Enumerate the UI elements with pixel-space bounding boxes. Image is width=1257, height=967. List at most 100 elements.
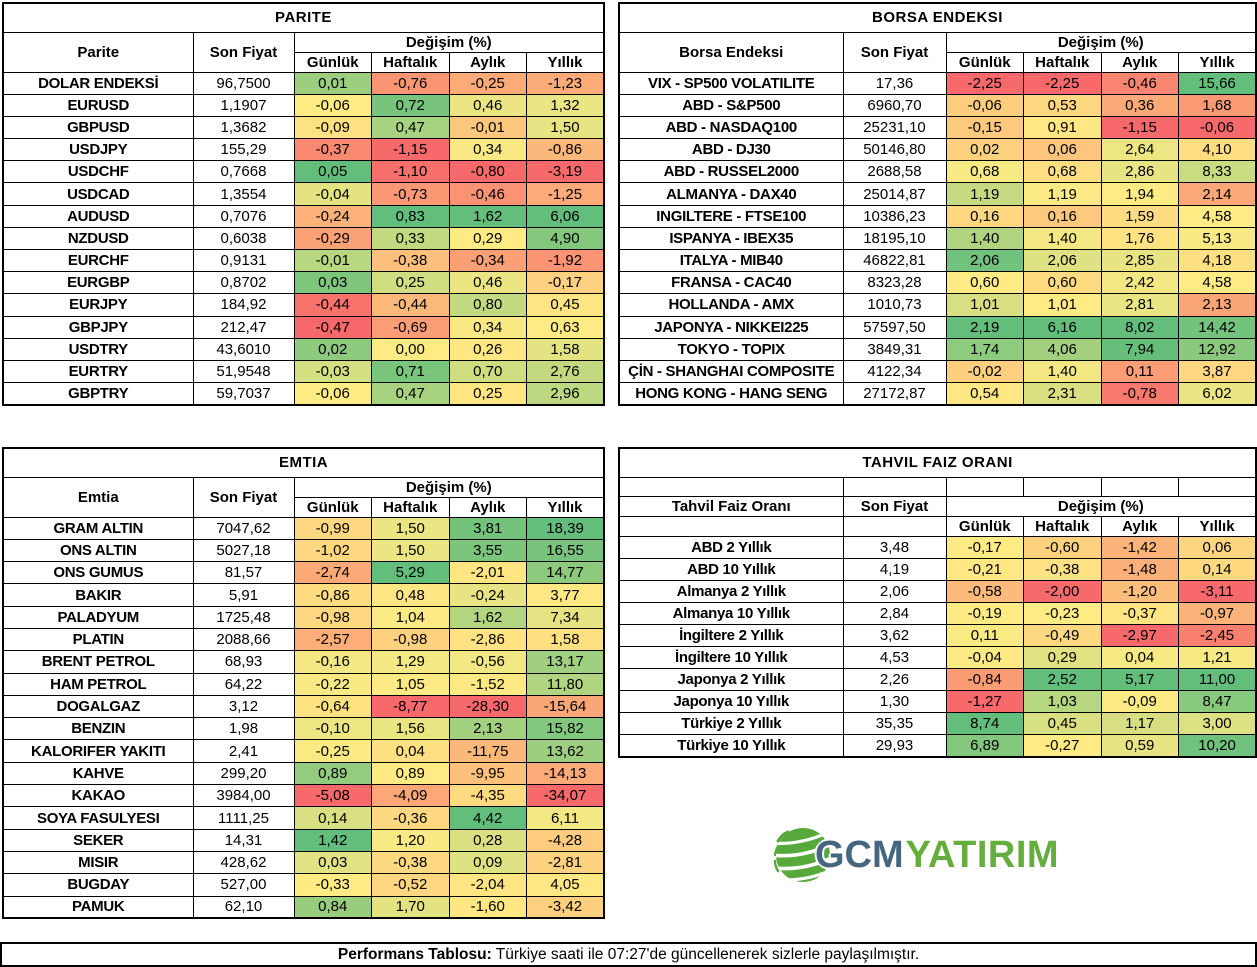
table-row: EURUSD 1,1907 -0,06 0,72 0,46 1,32: [2, 93, 605, 117]
table-row: USDCAD 1,3554 -0,04 -0,73 -0,46 -1,25: [2, 182, 605, 206]
change-cell: 0,33: [371, 226, 450, 251]
change-cell: 1,17: [1100, 712, 1179, 735]
change-cell: 4,90: [526, 226, 605, 251]
change-cell: -4,09: [371, 784, 450, 808]
change-cell: 6,02: [1178, 382, 1257, 406]
change-cell: -2,81: [526, 850, 605, 875]
instrument-name: JAPONYA - NIKKEI225: [618, 315, 844, 339]
spacer-cell: [842, 516, 947, 537]
change-cell: 4,05: [526, 873, 605, 897]
change-cell: 15,82: [526, 717, 605, 741]
table-row: Almanya 2 Yıllık 2,06 -0,58 -2,00 -1,20 -3,11: [618, 580, 1257, 603]
change-cell: -0,21: [945, 558, 1024, 581]
instrument-name: İngiltere 10 Yıllık: [618, 646, 844, 669]
change-cell: -0,97: [1178, 602, 1257, 625]
change-cell: 1,74: [945, 337, 1024, 361]
change-cell: 0,11: [945, 624, 1024, 647]
change-cell: 11,80: [526, 672, 605, 696]
change-cell: 1,59: [1100, 204, 1179, 228]
change-cell: 16,55: [526, 538, 605, 563]
emtia-period-weekly: Haftalık: [371, 496, 450, 518]
change-cell: 3,00: [1178, 712, 1257, 735]
change-cell: -0,10: [293, 717, 372, 741]
last-price-cell: 25014,87: [842, 182, 947, 206]
last-price-cell: 299,20: [192, 761, 295, 786]
table-row: BRENT PETROL 68,93 -0,16 1,29 -0,56 13,17: [2, 650, 605, 674]
table-row: PAMUK 62,10 0,84 1,70 -1,60 -3,42: [2, 895, 605, 919]
change-cell: -0,09: [293, 115, 372, 140]
change-cell: -0,86: [293, 583, 372, 607]
instrument-name: USDTRY: [2, 337, 194, 361]
change-cell: -0,38: [1023, 558, 1102, 581]
table-row: ABD - RUSSEL2000 2688,58 0,68 0,68 2,86 8,33: [618, 160, 1257, 184]
parite-period-monthly: Aylık: [448, 51, 527, 73]
table-row: SOYA FASULYESI 1111,25 0,14 -0,36 4,42 6,11: [2, 806, 605, 830]
change-cell: 0,83: [371, 204, 450, 228]
change-cell: 1,58: [526, 337, 605, 361]
change-cell: 1,32: [526, 93, 605, 117]
change-cell: 0,34: [448, 315, 527, 339]
change-cell: -0,98: [293, 605, 372, 629]
change-cell: 14,42: [1178, 315, 1257, 339]
change-cell: -2,04: [448, 873, 527, 897]
borsa-period-weekly: Haftalık: [1023, 51, 1102, 73]
spacer-cell: [945, 476, 1024, 497]
change-cell: -0,80: [448, 160, 527, 184]
tahvil-period-weekly: Haftalık: [1023, 516, 1102, 537]
change-cell: -1,15: [371, 138, 450, 162]
borsa-change-header: Değişim (%): [945, 31, 1257, 53]
footer-update-note: Performans Tablosu: Türkiye saati ile 07…: [0, 942, 1257, 967]
instrument-name: GBPJPY: [2, 315, 194, 339]
last-price-cell: 1111,25: [192, 806, 295, 830]
change-cell: -3,19: [526, 160, 605, 184]
change-cell: 0,89: [293, 761, 372, 786]
change-cell: 1,01: [1023, 293, 1102, 317]
change-cell: 5,17: [1100, 668, 1179, 691]
change-cell: -0,06: [293, 382, 372, 406]
instrument-name: Almanya 10 Yıllık: [618, 602, 844, 625]
spacer-cell: [842, 476, 947, 497]
change-cell: 8,33: [1178, 160, 1257, 184]
change-cell: -0,34: [448, 248, 527, 273]
instrument-name: Türkiye 2 Yıllık: [618, 712, 844, 735]
table-row: ALMANYA - DAX40 25014,87 1,19 1,19 1,94 2,14: [618, 182, 1257, 206]
change-cell: -0,27: [1023, 734, 1102, 757]
change-cell: -2,25: [1023, 71, 1102, 95]
last-price-cell: 7047,62: [192, 516, 295, 540]
change-cell: 0,91: [1023, 115, 1102, 140]
change-cell: 0,16: [1023, 204, 1102, 228]
table-row: DOLAR ENDEKSİ 96,7500 0,01 -0,76 -0,25 -1,23: [2, 71, 605, 95]
change-cell: 2,76: [526, 359, 605, 384]
last-price-cell: 0,8702: [192, 271, 295, 295]
change-cell: 1,42: [293, 828, 372, 852]
change-cell: 0,29: [448, 226, 527, 251]
instrument-name: DOGALGAZ: [2, 694, 194, 719]
change-cell: 0,47: [371, 382, 450, 406]
table-row: PALADYUM 1725,48 -0,98 1,04 1,62 7,34: [2, 605, 605, 629]
globe-icon: [772, 828, 832, 882]
instrument-name: AUDUSD: [2, 204, 194, 228]
borsa-period-monthly: Aylık: [1100, 51, 1179, 73]
change-cell: 2,86: [1100, 160, 1179, 184]
change-cell: 6,89: [945, 734, 1024, 757]
table-row: ÇİN - SHANGHAI COMPOSITE 4122,34 -0,02 1,40…: [618, 359, 1257, 384]
table-row: TOKYO - TOPIX 3849,31 1,74 4,06 7,94 12,92: [618, 337, 1257, 361]
instrument-name: GBPTRY: [2, 382, 194, 406]
change-cell: -0,56: [448, 650, 527, 674]
change-cell: 2,13: [1178, 293, 1257, 317]
table-row: NZDUSD 0,6038 -0,29 0,33 0,29 4,90: [2, 226, 605, 251]
change-cell: 0,36: [1100, 93, 1179, 117]
last-price-cell: 4,19: [842, 558, 947, 581]
last-price-cell: 212,47: [192, 315, 295, 339]
change-cell: 0,05: [293, 160, 372, 184]
gcm-yatirim-logo: GCM YATIRIM: [772, 823, 1059, 887]
instrument-name: TOKYO - TOPIX: [618, 337, 844, 361]
change-cell: 10,20: [1178, 734, 1257, 757]
change-cell: -1,27: [945, 690, 1024, 713]
table-row: Japonya 10 Yıllık 1,30 -1,27 1,03 -0,09 8,47: [618, 690, 1257, 713]
spacer-cell: [618, 476, 844, 497]
instrument-name: USDCHF: [2, 160, 194, 184]
instrument-name: USDCAD: [2, 182, 194, 206]
change-cell: -0,36: [371, 806, 450, 830]
change-cell: -0,49: [1023, 624, 1102, 647]
